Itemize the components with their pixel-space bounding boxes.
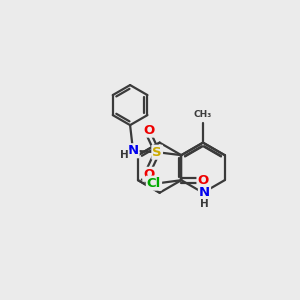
Text: CH₃: CH₃ (194, 110, 212, 119)
Text: H: H (120, 150, 129, 160)
Text: O: O (143, 168, 155, 181)
Text: N: N (199, 186, 210, 199)
Text: H: H (200, 199, 209, 209)
Text: O: O (197, 174, 209, 187)
Text: N: N (128, 144, 139, 157)
Text: S: S (152, 146, 162, 159)
Text: O: O (143, 124, 155, 136)
Text: Cl: Cl (147, 177, 161, 190)
